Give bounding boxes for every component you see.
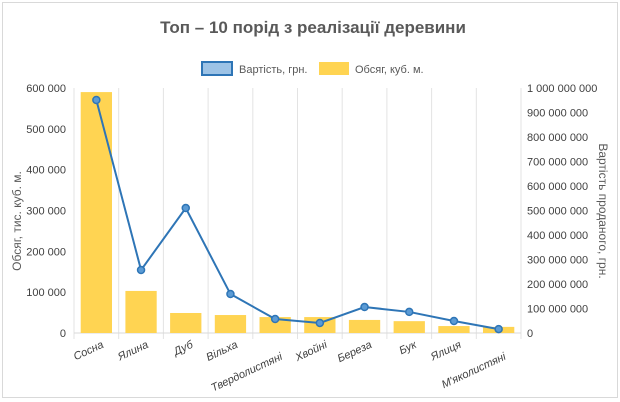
bar xyxy=(214,315,247,333)
legend-swatch-line xyxy=(201,61,233,76)
line-point xyxy=(270,314,280,324)
y-tick-label: 0 xyxy=(60,328,66,340)
y2-axis-title: Вартість проданого, грн. xyxy=(596,143,610,278)
line-point xyxy=(449,316,459,326)
combo-chart: Топ – 10 порід з реалізації деревини Вар… xyxy=(10,18,610,394)
chart-frame: Топ – 10 порід з реалізації деревини Вар… xyxy=(2,2,618,398)
y2-tick-label: 100 000 000 xyxy=(527,304,588,316)
legend-label-bar: Обсяг, куб. м. xyxy=(355,64,424,76)
bar xyxy=(80,92,112,333)
y-tick-label: 300 000 xyxy=(26,206,66,218)
line-point xyxy=(494,324,503,334)
x-tick-label: Дуб xyxy=(170,339,196,359)
y-tick-label: 400 000 xyxy=(26,165,66,177)
legend: Вартість, грн. Обсяг, куб. м. xyxy=(201,61,424,76)
x-tick-label: М'яколистяні xyxy=(440,351,509,391)
y2-tick-label: 200 000 000 xyxy=(527,279,588,291)
legend-swatch-bar xyxy=(319,62,349,75)
y2-tick-label: 300 000 000 xyxy=(527,255,588,267)
line-point xyxy=(315,318,325,328)
x-tick-label: Вільха xyxy=(204,339,239,364)
x-tick-label: Ялиця xyxy=(428,339,463,364)
x-tick-label: Ялина xyxy=(115,339,150,364)
y-tick-label: 500 000 xyxy=(26,124,66,136)
y-tick-label: 200 000 xyxy=(26,246,66,258)
bar xyxy=(259,317,291,333)
bar xyxy=(125,290,157,333)
x-tick-label: Бук xyxy=(397,339,419,358)
bar xyxy=(170,312,202,333)
line-point xyxy=(92,95,101,105)
y2-tick-label: 800 000 000 xyxy=(527,132,588,144)
y2-tick-label: 400 000 000 xyxy=(527,230,588,242)
line-point xyxy=(136,265,146,275)
legend-label-line: Вартість, грн. xyxy=(239,64,307,76)
bar xyxy=(393,321,425,333)
line-point xyxy=(405,307,414,317)
x-tick-label: Сосна xyxy=(72,339,106,363)
y-tick-label: 600 000 xyxy=(26,83,66,95)
y2-tick-label: 500 000 000 xyxy=(527,206,588,218)
chart-title: Топ – 10 порід з реалізації деревини xyxy=(160,18,466,37)
line-point xyxy=(360,302,369,312)
line-point xyxy=(181,203,190,213)
x-tick-label: Береза xyxy=(336,339,374,365)
y2-tick-label: 0 xyxy=(527,328,533,340)
bar xyxy=(348,319,381,333)
line-point xyxy=(226,289,235,299)
bar xyxy=(438,326,470,333)
y2-tick-label: 900 000 000 xyxy=(527,108,588,120)
x-tick-label: Хвойні xyxy=(293,339,330,365)
y-axis-title: Обсяг, тис. куб. м. xyxy=(10,171,24,271)
y2-tick-label: 1 000 000 000 xyxy=(527,83,597,95)
y-tick-label: 100 000 xyxy=(26,287,66,299)
y2-tick-label: 700 000 000 xyxy=(527,157,588,169)
y2-tick-label: 600 000 000 xyxy=(527,181,588,193)
series-line xyxy=(95,99,499,331)
